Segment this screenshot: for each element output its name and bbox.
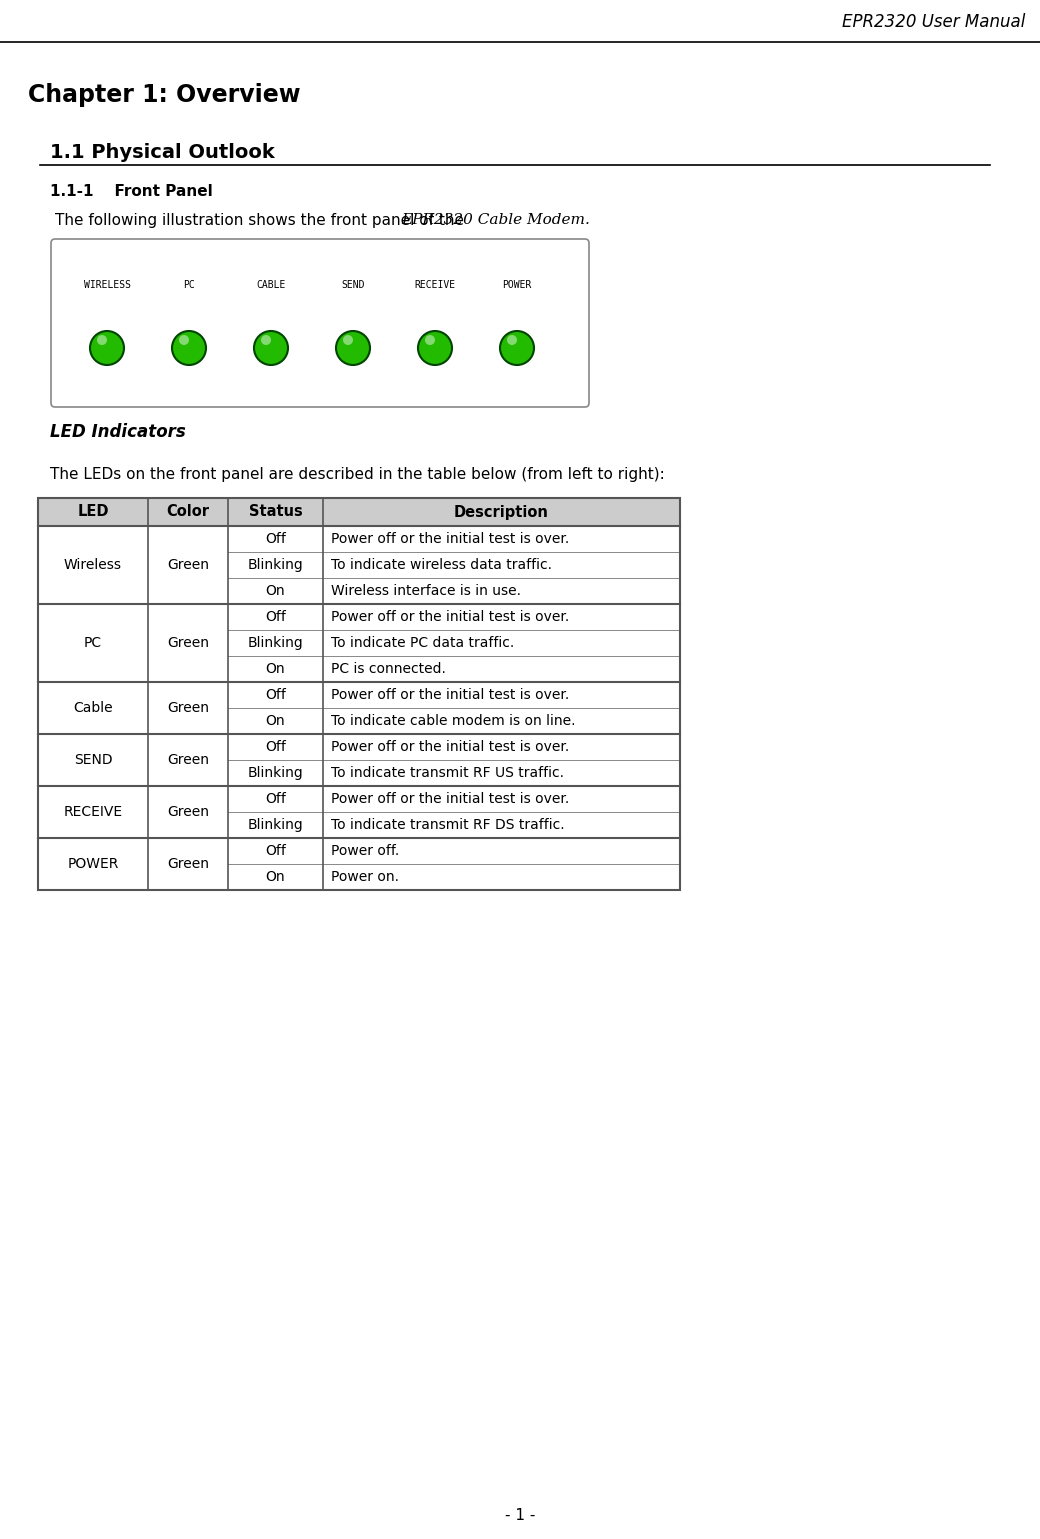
Bar (38, 682, 680, 708)
Text: To indicate cable modem is on line.: To indicate cable modem is on line. (331, 714, 575, 728)
Bar (38, 813, 680, 839)
Text: POWER: POWER (68, 857, 119, 871)
Text: Chapter 1: Overview: Chapter 1: Overview (28, 83, 301, 108)
Circle shape (179, 336, 189, 345)
Text: Green: Green (167, 805, 209, 819)
Bar (38, 629, 680, 656)
Text: PC is connected.: PC is connected. (331, 662, 446, 676)
Bar (38, 553, 680, 579)
Text: Blinking: Blinking (248, 766, 304, 780)
Text: To indicate wireless data traffic.: To indicate wireless data traffic. (331, 559, 552, 573)
Text: Off: Off (265, 609, 286, 623)
Text: To indicate transmit RF US traffic.: To indicate transmit RF US traffic. (331, 766, 564, 780)
Text: Blinking: Blinking (248, 819, 304, 833)
Text: EPR2320 Cable Modem.: EPR2320 Cable Modem. (401, 212, 590, 226)
Text: WIRELESS: WIRELESS (83, 280, 130, 289)
Text: POWER: POWER (502, 280, 531, 289)
Text: PC: PC (84, 636, 102, 649)
Circle shape (254, 331, 288, 365)
Text: The following illustration shows the front panel of the: The following illustration shows the fro… (55, 212, 469, 228)
Bar (38, 708, 680, 734)
FancyBboxPatch shape (51, 239, 589, 406)
Circle shape (508, 336, 517, 345)
Text: Blinking: Blinking (248, 559, 304, 573)
Bar (38, 499, 680, 890)
Bar (38, 786, 680, 813)
Text: Off: Off (265, 532, 286, 546)
Text: Power off or the initial test is over.: Power off or the initial test is over. (331, 532, 569, 546)
Text: SEND: SEND (341, 280, 365, 289)
Text: On: On (265, 714, 285, 728)
Text: Off: Off (265, 740, 286, 754)
Bar (38, 656, 680, 682)
Circle shape (425, 336, 435, 345)
Text: Off: Off (265, 688, 286, 702)
Text: LED Indicators: LED Indicators (50, 423, 186, 442)
Text: LED: LED (77, 505, 109, 520)
Circle shape (336, 331, 370, 365)
Text: 1.1 Physical Outlook: 1.1 Physical Outlook (50, 143, 275, 162)
Text: RECEIVE: RECEIVE (414, 280, 456, 289)
Text: RECEIVE: RECEIVE (63, 805, 123, 819)
Circle shape (97, 336, 107, 345)
Text: To indicate PC data traffic.: To indicate PC data traffic. (331, 636, 514, 649)
Text: Green: Green (167, 753, 209, 766)
Text: Status: Status (249, 505, 303, 520)
Text: CABLE: CABLE (256, 280, 286, 289)
Bar (38, 603, 680, 629)
Text: Power off or the initial test is over.: Power off or the initial test is over. (331, 688, 569, 702)
Text: Blinking: Blinking (248, 636, 304, 649)
Bar (38, 526, 680, 553)
Text: Power off or the initial test is over.: Power off or the initial test is over. (331, 793, 569, 806)
Circle shape (343, 336, 353, 345)
Text: - 1 -: - 1 - (504, 1508, 536, 1522)
Circle shape (172, 331, 206, 365)
Text: Color: Color (166, 505, 209, 520)
Bar (38, 863, 680, 890)
Bar (38, 760, 680, 786)
Text: To indicate transmit RF DS traffic.: To indicate transmit RF DS traffic. (331, 819, 565, 833)
Text: 1.1-1    Front Panel: 1.1-1 Front Panel (50, 185, 213, 200)
Bar (38, 499, 680, 526)
Text: On: On (265, 662, 285, 676)
Text: Wireless: Wireless (64, 559, 122, 573)
Circle shape (90, 331, 124, 365)
Circle shape (500, 331, 534, 365)
Bar (38, 839, 680, 863)
Text: Wireless interface is in use.: Wireless interface is in use. (331, 583, 521, 599)
Text: Power off.: Power off. (331, 843, 399, 859)
Text: Green: Green (167, 857, 209, 871)
Bar (38, 734, 680, 760)
Text: PC: PC (183, 280, 194, 289)
Text: Green: Green (167, 700, 209, 716)
Text: Green: Green (167, 559, 209, 573)
Text: The LEDs on the front panel are described in the table below (from left to right: The LEDs on the front panel are describe… (50, 468, 665, 483)
Text: Off: Off (265, 793, 286, 806)
Text: EPR2320 User Manual: EPR2320 User Manual (841, 12, 1025, 31)
Text: Green: Green (167, 636, 209, 649)
Text: Power off or the initial test is over.: Power off or the initial test is over. (331, 740, 569, 754)
Text: On: On (265, 870, 285, 883)
Bar (38, 579, 680, 603)
Text: Power on.: Power on. (331, 870, 399, 883)
Text: Off: Off (265, 843, 286, 859)
Circle shape (261, 336, 271, 345)
Text: On: On (265, 583, 285, 599)
Text: Power off or the initial test is over.: Power off or the initial test is over. (331, 609, 569, 623)
Text: Description: Description (454, 505, 549, 520)
Circle shape (418, 331, 452, 365)
Text: Cable: Cable (73, 700, 112, 716)
Text: SEND: SEND (74, 753, 112, 766)
